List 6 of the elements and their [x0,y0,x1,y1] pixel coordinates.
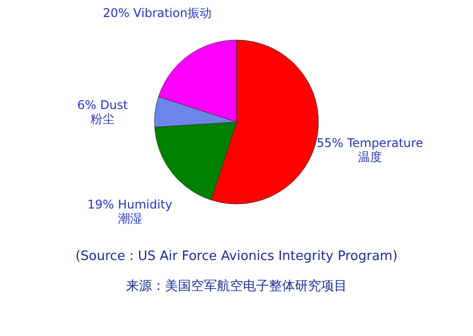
text: (Source : US Air Force Avionics Integrity Program) [75,249,398,264]
source-note: 来源：美国空军航空电子整体研究项目 [126,278,347,294]
slice-label: 55% Temperature 温度 [316,136,424,164]
slice-label: 20% Vibration振动 [102,6,212,20]
slice-label: 6% Dust 粉尘 [77,98,128,126]
slice-label: 19% Humidity 潮湿 [87,198,172,226]
